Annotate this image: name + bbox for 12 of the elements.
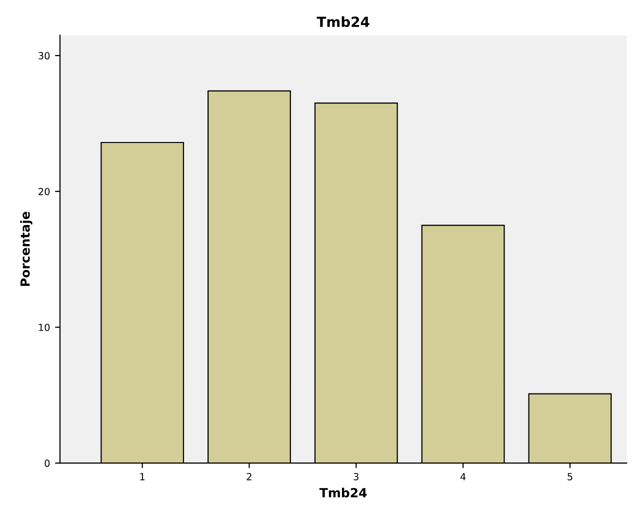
y-tick-label: 0 bbox=[44, 460, 50, 467]
x-tick-label: 4 bbox=[460, 473, 466, 480]
x-tick-label: 2 bbox=[246, 472, 252, 480]
y-tick-label: 10 bbox=[38, 324, 50, 332]
x-axis-title: Tmb24 bbox=[319, 488, 367, 498]
x-tick-label: 5 bbox=[568, 473, 572, 480]
y-tick-label: 20 bbox=[38, 188, 50, 196]
chart-title: Tmb24 bbox=[316, 16, 370, 28]
y-tick-label: 30 bbox=[38, 52, 50, 60]
y-axis-title: Porcentaje bbox=[20, 212, 32, 286]
x-tick-label: 3 bbox=[354, 472, 358, 480]
x-tick-label: 1 bbox=[140, 473, 145, 480]
